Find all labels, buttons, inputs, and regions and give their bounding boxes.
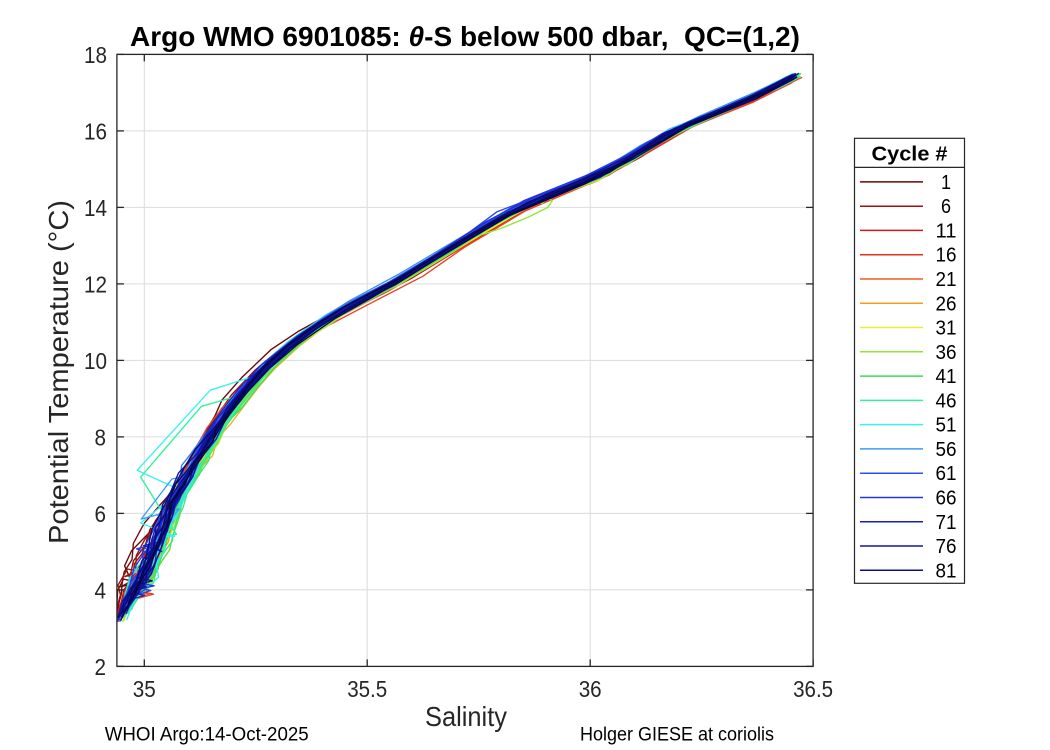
svg-text:61: 61 <box>936 463 957 485</box>
svg-text:51: 51 <box>936 415 957 437</box>
svg-text:11: 11 <box>936 220 957 242</box>
svg-text:26: 26 <box>936 293 957 315</box>
svg-text:2: 2 <box>95 654 107 680</box>
svg-text:16: 16 <box>936 245 957 267</box>
svg-text:6: 6 <box>95 501 107 527</box>
svg-text:Potential Temperature (°C): Potential Temperature (°C) <box>43 200 74 544</box>
svg-text:1: 1 <box>941 172 951 194</box>
svg-text:Cycle #: Cycle # <box>872 144 948 166</box>
svg-text:76: 76 <box>936 536 957 558</box>
svg-text:10: 10 <box>84 348 107 374</box>
svg-text:71: 71 <box>936 512 957 534</box>
svg-text:Holger GIESE at coriolis: Holger GIESE at coriolis <box>580 725 774 746</box>
svg-text:Argo WMO 6901085: θ-S below 50: Argo WMO 6901085: θ-S below 500 dbar, QC… <box>130 21 800 52</box>
svg-text:35: 35 <box>133 676 156 702</box>
svg-text:18: 18 <box>84 42 107 68</box>
svg-text:35.5: 35.5 <box>347 676 387 702</box>
svg-text:36: 36 <box>579 676 602 702</box>
svg-text:56: 56 <box>936 439 957 461</box>
svg-text:16: 16 <box>84 118 107 144</box>
svg-text:12: 12 <box>84 271 107 297</box>
svg-text:46: 46 <box>936 390 957 412</box>
svg-text:31: 31 <box>936 318 957 340</box>
svg-text:21: 21 <box>936 269 957 291</box>
svg-text:41: 41 <box>936 366 957 388</box>
svg-text:WHOI Argo:14-Oct-2025: WHOI Argo:14-Oct-2025 <box>105 725 309 746</box>
svg-text:8: 8 <box>95 424 107 450</box>
svg-text:36.5: 36.5 <box>793 676 833 702</box>
svg-text:66: 66 <box>936 488 957 510</box>
svg-text:6: 6 <box>941 196 951 218</box>
svg-text:14: 14 <box>84 195 107 221</box>
svg-text:Salinity: Salinity <box>425 701 507 732</box>
svg-text:81: 81 <box>936 560 957 582</box>
svg-text:36: 36 <box>936 342 957 364</box>
svg-text:4: 4 <box>95 577 107 603</box>
